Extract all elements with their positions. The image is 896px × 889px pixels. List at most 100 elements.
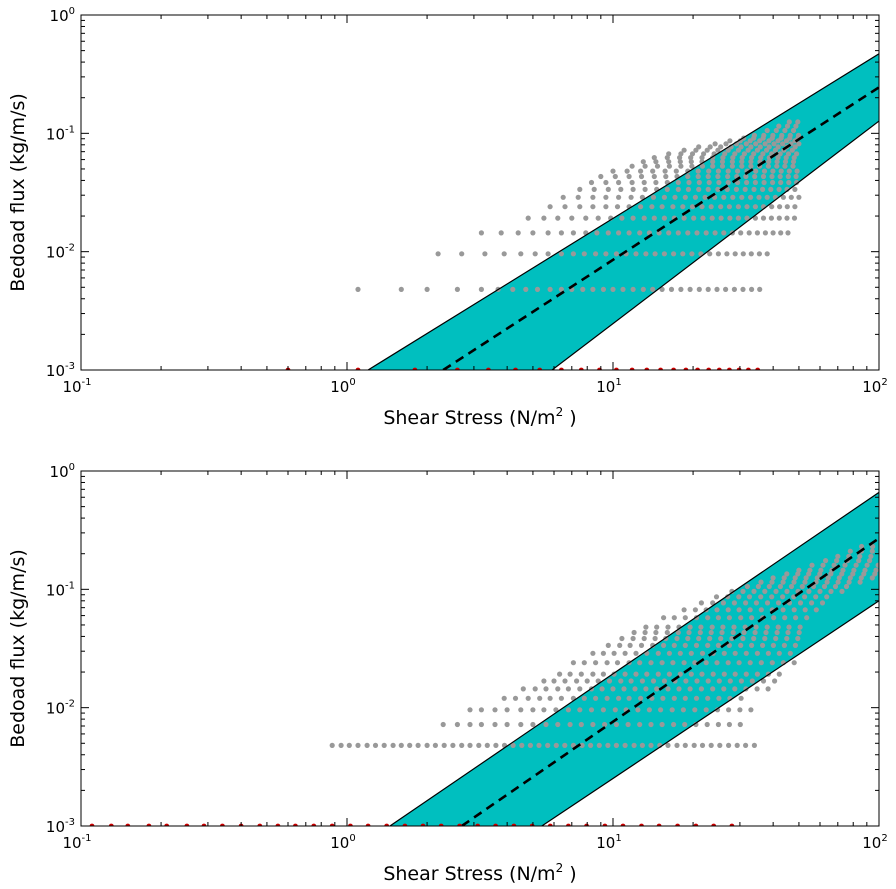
zero-flux-point [457,823,462,826]
data-point [743,742,749,749]
data-point [558,286,565,292]
data-point [562,678,568,684]
data-point [784,571,790,577]
data-point [747,607,753,613]
data-point [603,194,609,200]
data-point [577,707,583,713]
data-point [680,707,687,713]
zero-flux-point [746,367,751,370]
x-axis-label-sup: 2 [556,405,564,419]
zero-flux-point [602,823,608,826]
data-point [735,168,741,174]
data-point [681,147,687,153]
data-point [578,671,584,677]
data-point [577,204,583,210]
data-point [771,141,777,147]
data-point [570,660,577,666]
data-point [560,194,566,200]
data-point [501,695,507,701]
zero-flux-point [547,823,553,826]
data-point [726,721,733,728]
data-point [768,215,775,221]
data-point [492,721,498,728]
data-point [785,629,791,636]
data-point [612,707,618,713]
data-point [678,286,684,292]
data-point [764,127,770,134]
data-point [562,742,568,749]
data-point [705,615,711,621]
data-point [752,629,758,636]
data-point [794,151,800,157]
data-point [675,186,681,192]
y-tick-exponent: -3 [65,817,75,828]
data-point [758,594,764,600]
data-point [537,695,543,701]
data-point [666,163,673,169]
data-point [641,179,647,186]
data-point [685,186,692,192]
data-point [813,594,819,600]
data-point [857,553,863,559]
data-point [674,742,680,749]
data-point [824,579,830,585]
data-point [579,742,585,749]
data-point [594,230,600,236]
y-tick-base: 10 [46,362,65,380]
data-point [630,215,636,221]
data-point [712,141,718,147]
zero-flux-point [365,823,371,826]
data-point [778,230,784,236]
data-point [599,686,605,692]
data-point [650,642,656,649]
x-tick-label: 100 [330,377,355,396]
data-point [450,742,456,749]
data-point [696,186,702,192]
data-point [777,151,783,157]
data-point [784,123,791,129]
data-point [784,588,790,595]
zero-flux-point [486,367,491,370]
data-point [734,742,740,749]
data-point [699,163,706,169]
data-point [731,600,738,606]
data-point [644,671,650,677]
data-point [699,671,705,677]
data-point [715,642,722,649]
data-point [682,695,688,701]
data-point [766,583,772,590]
data-point [675,179,681,186]
x-tick-exponent: 0 [349,833,355,844]
data-point [792,204,798,210]
x-tick-base: 10 [330,378,349,396]
data-point [653,159,659,165]
band-upper-edge [367,53,879,370]
data-point [794,179,800,186]
data-point [338,742,344,749]
data-point [847,548,853,554]
data-point [733,186,740,192]
data-point [686,179,692,186]
data-point [651,155,657,161]
data-point [770,168,776,174]
data-point [701,151,707,157]
data-point [545,742,551,749]
data-point [779,132,785,138]
data-point [743,671,749,677]
data-point [749,678,755,684]
data-point [692,707,698,713]
y-tick-label: 100 [50,6,75,25]
x-tick-base: 10 [62,834,81,852]
data-point [677,650,683,656]
data-point [748,707,754,713]
data-point [839,588,845,595]
data-point [752,204,759,210]
data-point [791,579,797,585]
data-point [757,286,763,292]
data-point [600,650,607,656]
zero-flux-point [164,823,170,826]
x-tick-label: 101 [596,377,621,396]
data-point [567,671,573,677]
data-point [795,635,801,642]
data-point [510,742,516,749]
